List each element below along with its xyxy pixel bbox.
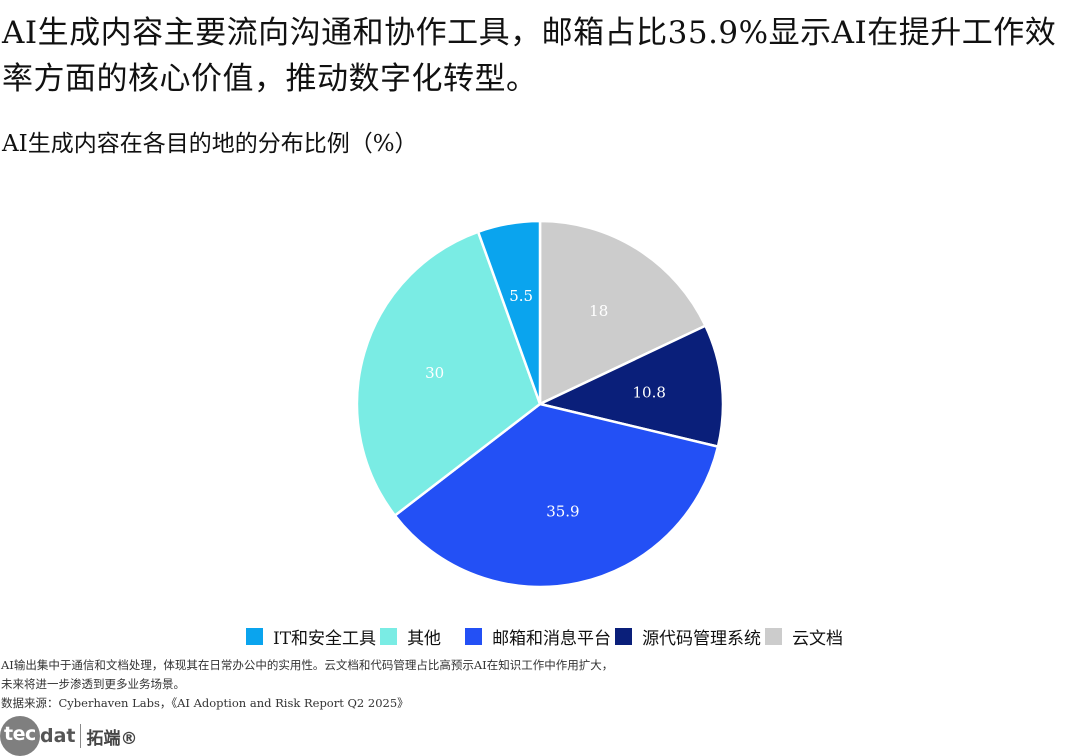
legend-swatch <box>615 627 633 645</box>
logo-divider <box>79 724 81 748</box>
legend-label: IT和安全工具 <box>273 628 377 649</box>
brand-logo: tec dat 拓端® <box>0 716 200 756</box>
legend-swatch <box>465 627 483 645</box>
legend-label: 云文档 <box>792 628 844 649</box>
slice-value-label: 5.5 <box>509 287 533 305</box>
legend-item-it-security: IT和安全工具 <box>246 624 376 649</box>
legend-item-cloud-docs: 云文档 <box>765 624 843 649</box>
pie-slice-2 <box>393 402 720 589</box>
headline: AI生成内容主要流向沟通和协作工具，邮箱占比35.9%显示AI在提升工作效率方面… <box>2 15 1057 97</box>
legend-swatch <box>765 627 783 645</box>
legend-item-other: 其他 <box>380 624 461 649</box>
legend-label: 其他 <box>407 628 442 649</box>
slice-value-label: 35.9 <box>546 502 579 520</box>
legend-label: 邮箱和消息平台 <box>492 628 612 649</box>
slice-value-label: 30 <box>425 364 444 382</box>
legend-label: 源代码管理系统 <box>642 628 762 649</box>
note-line: AI输出集中于通信和文档处理，体现其在日常办公中的实用性。云文档和代码管理占比高… <box>1 658 614 672</box>
pie-slice-4 <box>476 219 542 406</box>
legend-swatch <box>380 627 398 645</box>
chart-title: AI生成内容在各目的地的分布比例（%） <box>2 131 418 157</box>
slice-value-label: 10.8 <box>633 384 666 402</box>
pie-chart: 18 10.8 35.9 30 5.5 <box>355 219 725 589</box>
slice-value-label: 18 <box>589 302 608 320</box>
logo-text: dat <box>40 725 76 747</box>
pie-slice-0 <box>538 219 707 406</box>
pie-slice-1 <box>538 324 725 448</box>
source-line: 数据来源：Cyberhaven Labs，《AI Adoption and Ri… <box>1 696 409 710</box>
note-line: 未来将进一步渗透到更多业务场景。 <box>1 677 185 691</box>
logo-chinese-name: 拓端® <box>86 728 138 749</box>
logo-circle-icon: tec <box>0 716 40 756</box>
pie-slice-3 <box>355 230 542 517</box>
logo-mark-text: tec <box>4 723 36 745</box>
legend-swatch <box>246 627 263 645</box>
legend-item-email-messaging: 邮箱和消息平台 <box>465 624 611 649</box>
legend-item-source-code: 源代码管理系统 <box>615 624 761 649</box>
chart-legend: IT和安全工具 其他 邮箱和消息平台 源代码管理系统 云文档 <box>246 624 847 649</box>
footnotes: AI输出集中于通信和文档处理，体现其在日常办公中的实用性。云文档和代码管理占比高… <box>1 656 761 713</box>
